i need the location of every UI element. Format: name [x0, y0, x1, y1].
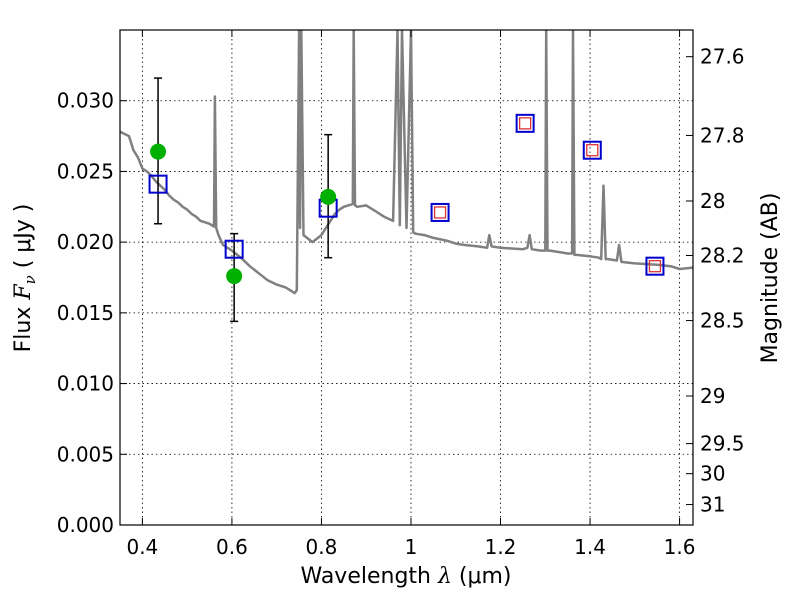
right-axis-label: Magnitude (AB): [758, 193, 783, 364]
blue-square-point: [645, 256, 665, 276]
y-tick-label: 0.000: [57, 513, 114, 537]
y-tick-label: 0.020: [57, 230, 114, 254]
y-tick-label: 0.005: [57, 442, 114, 466]
right-tick-label: 27.8: [700, 123, 745, 147]
green-point: [320, 188, 337, 205]
right-tick-label: 28: [700, 189, 725, 213]
right-tick-label: 31: [700, 493, 725, 517]
right-tick-label: 29: [700, 384, 725, 408]
blue-square-point: [430, 202, 450, 222]
right-tick-label: 30: [700, 462, 725, 486]
x-tick-label: 0.4: [126, 535, 158, 559]
right-tick-label: 29.5: [700, 432, 745, 456]
plot-frame: [119, 29, 694, 526]
right-tick-label: 28.2: [700, 244, 745, 268]
y-tick-label: 0.010: [57, 372, 114, 396]
y-tick-label: 0.030: [57, 89, 114, 113]
x-tick-label: 1.6: [664, 535, 696, 559]
x-tick-label: 1: [405, 535, 418, 559]
blue-square-point: [224, 239, 244, 259]
y-tick-label: 0.015: [57, 301, 114, 325]
y-axis-label: Flux Fν ( μJy ): [11, 204, 39, 353]
plot-data: [120, 30, 693, 323]
right-tick-label: 27.6: [700, 45, 745, 69]
red-square-point: [518, 117, 532, 130]
x-tick-label: 0.8: [306, 535, 338, 559]
blue-square-point: [515, 113, 535, 133]
x-tick-label: 1.2: [485, 535, 517, 559]
y-tick-label: 0.025: [57, 159, 114, 183]
blue-square-point: [582, 140, 602, 160]
spectrum-line: [120, 30, 693, 295]
x-tick-label: 0.6: [216, 535, 248, 559]
x-tick-label: 1.4: [574, 535, 606, 559]
right-tick-label: 28.5: [700, 309, 745, 333]
green-point: [226, 268, 243, 285]
red-square-point: [433, 206, 447, 219]
blue-square-point: [148, 174, 168, 194]
x-axis-label: Wavelength λ (μm): [300, 564, 511, 589]
green-point: [150, 143, 167, 160]
red-square-point: [586, 144, 599, 157]
red-square-point: [648, 260, 662, 273]
ticks: 0.4 0.6 0.8 1 1.2 1.4 1.6 0.000 0.005 0.010 0.015 0…: [57, 30, 745, 559]
